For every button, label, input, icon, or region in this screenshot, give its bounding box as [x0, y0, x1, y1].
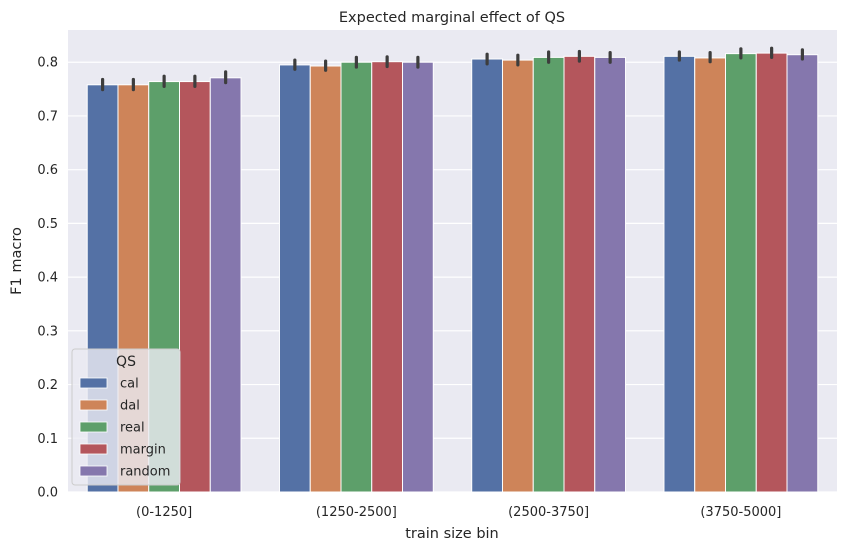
legend-label-random: random	[120, 465, 170, 480]
x-axis-label: train size bin	[405, 526, 499, 542]
bar-cal	[471, 58, 503, 493]
y-tick-label: 0.2	[37, 378, 58, 393]
bar-real	[724, 53, 757, 493]
bar-cal	[278, 64, 311, 493]
y-tick-label: 0.4	[37, 271, 58, 286]
y-tick-labels: 0.0 0.1 0.2 0.3 0.4 0.5 0.6 0.7 0.8	[37, 56, 58, 501]
legend-swatch-dal	[79, 399, 108, 411]
bar-margin	[563, 55, 596, 493]
bar-random	[786, 54, 819, 493]
y-tick-label: 0.8	[37, 56, 58, 71]
bar-cal	[663, 55, 696, 493]
bar-random	[594, 56, 627, 493]
y-tick-label: 0.3	[37, 324, 58, 339]
x-tick-labels: (0-1250] (1250-2500] (2500-3750] (3750-5000…	[136, 505, 781, 520]
bar-dal	[694, 57, 726, 493]
x-tick-label: (2500-3750]	[508, 505, 589, 520]
legend-swatch-margin	[79, 443, 108, 455]
legend-title: QS	[116, 354, 136, 370]
x-tick-label: (0-1250]	[136, 505, 192, 520]
legend-swatch-real	[79, 421, 108, 433]
y-tick-label: 0.6	[37, 163, 58, 178]
bar-margin	[755, 52, 788, 493]
legend-label-margin: margin	[120, 443, 166, 458]
legend-swatch-random	[79, 465, 108, 477]
legend-label-cal: cal	[120, 377, 139, 392]
y-tick-label: 0.5	[37, 217, 58, 232]
error-bars	[101, 46, 804, 92]
legend-swatch-cal	[79, 377, 108, 389]
y-tick-label: 0.1	[37, 432, 58, 447]
legend-items: cal dal real margin random	[79, 377, 170, 480]
bar-random	[209, 77, 242, 493]
bar-real	[340, 61, 373, 493]
x-tick-label: (1250-2500]	[316, 505, 397, 520]
chart-title: Expected marginal effect of QS	[339, 10, 565, 26]
x-tick-label: (3750-5000]	[700, 505, 781, 520]
y-tick-label: 0.0	[37, 486, 58, 501]
bar-real	[532, 56, 565, 493]
bar-margin	[179, 81, 211, 493]
legend-label-dal: dal	[120, 399, 140, 414]
y-axis-label: F1 macro	[9, 227, 25, 295]
legend: QS cal dal real margin random	[71, 348, 181, 486]
bar-dal	[309, 65, 342, 493]
bar-dal	[501, 59, 534, 493]
legend-label-real: real	[120, 421, 145, 436]
y-tick-label: 0.7	[37, 109, 58, 124]
bar-random	[402, 61, 434, 493]
bar-margin	[371, 61, 404, 493]
